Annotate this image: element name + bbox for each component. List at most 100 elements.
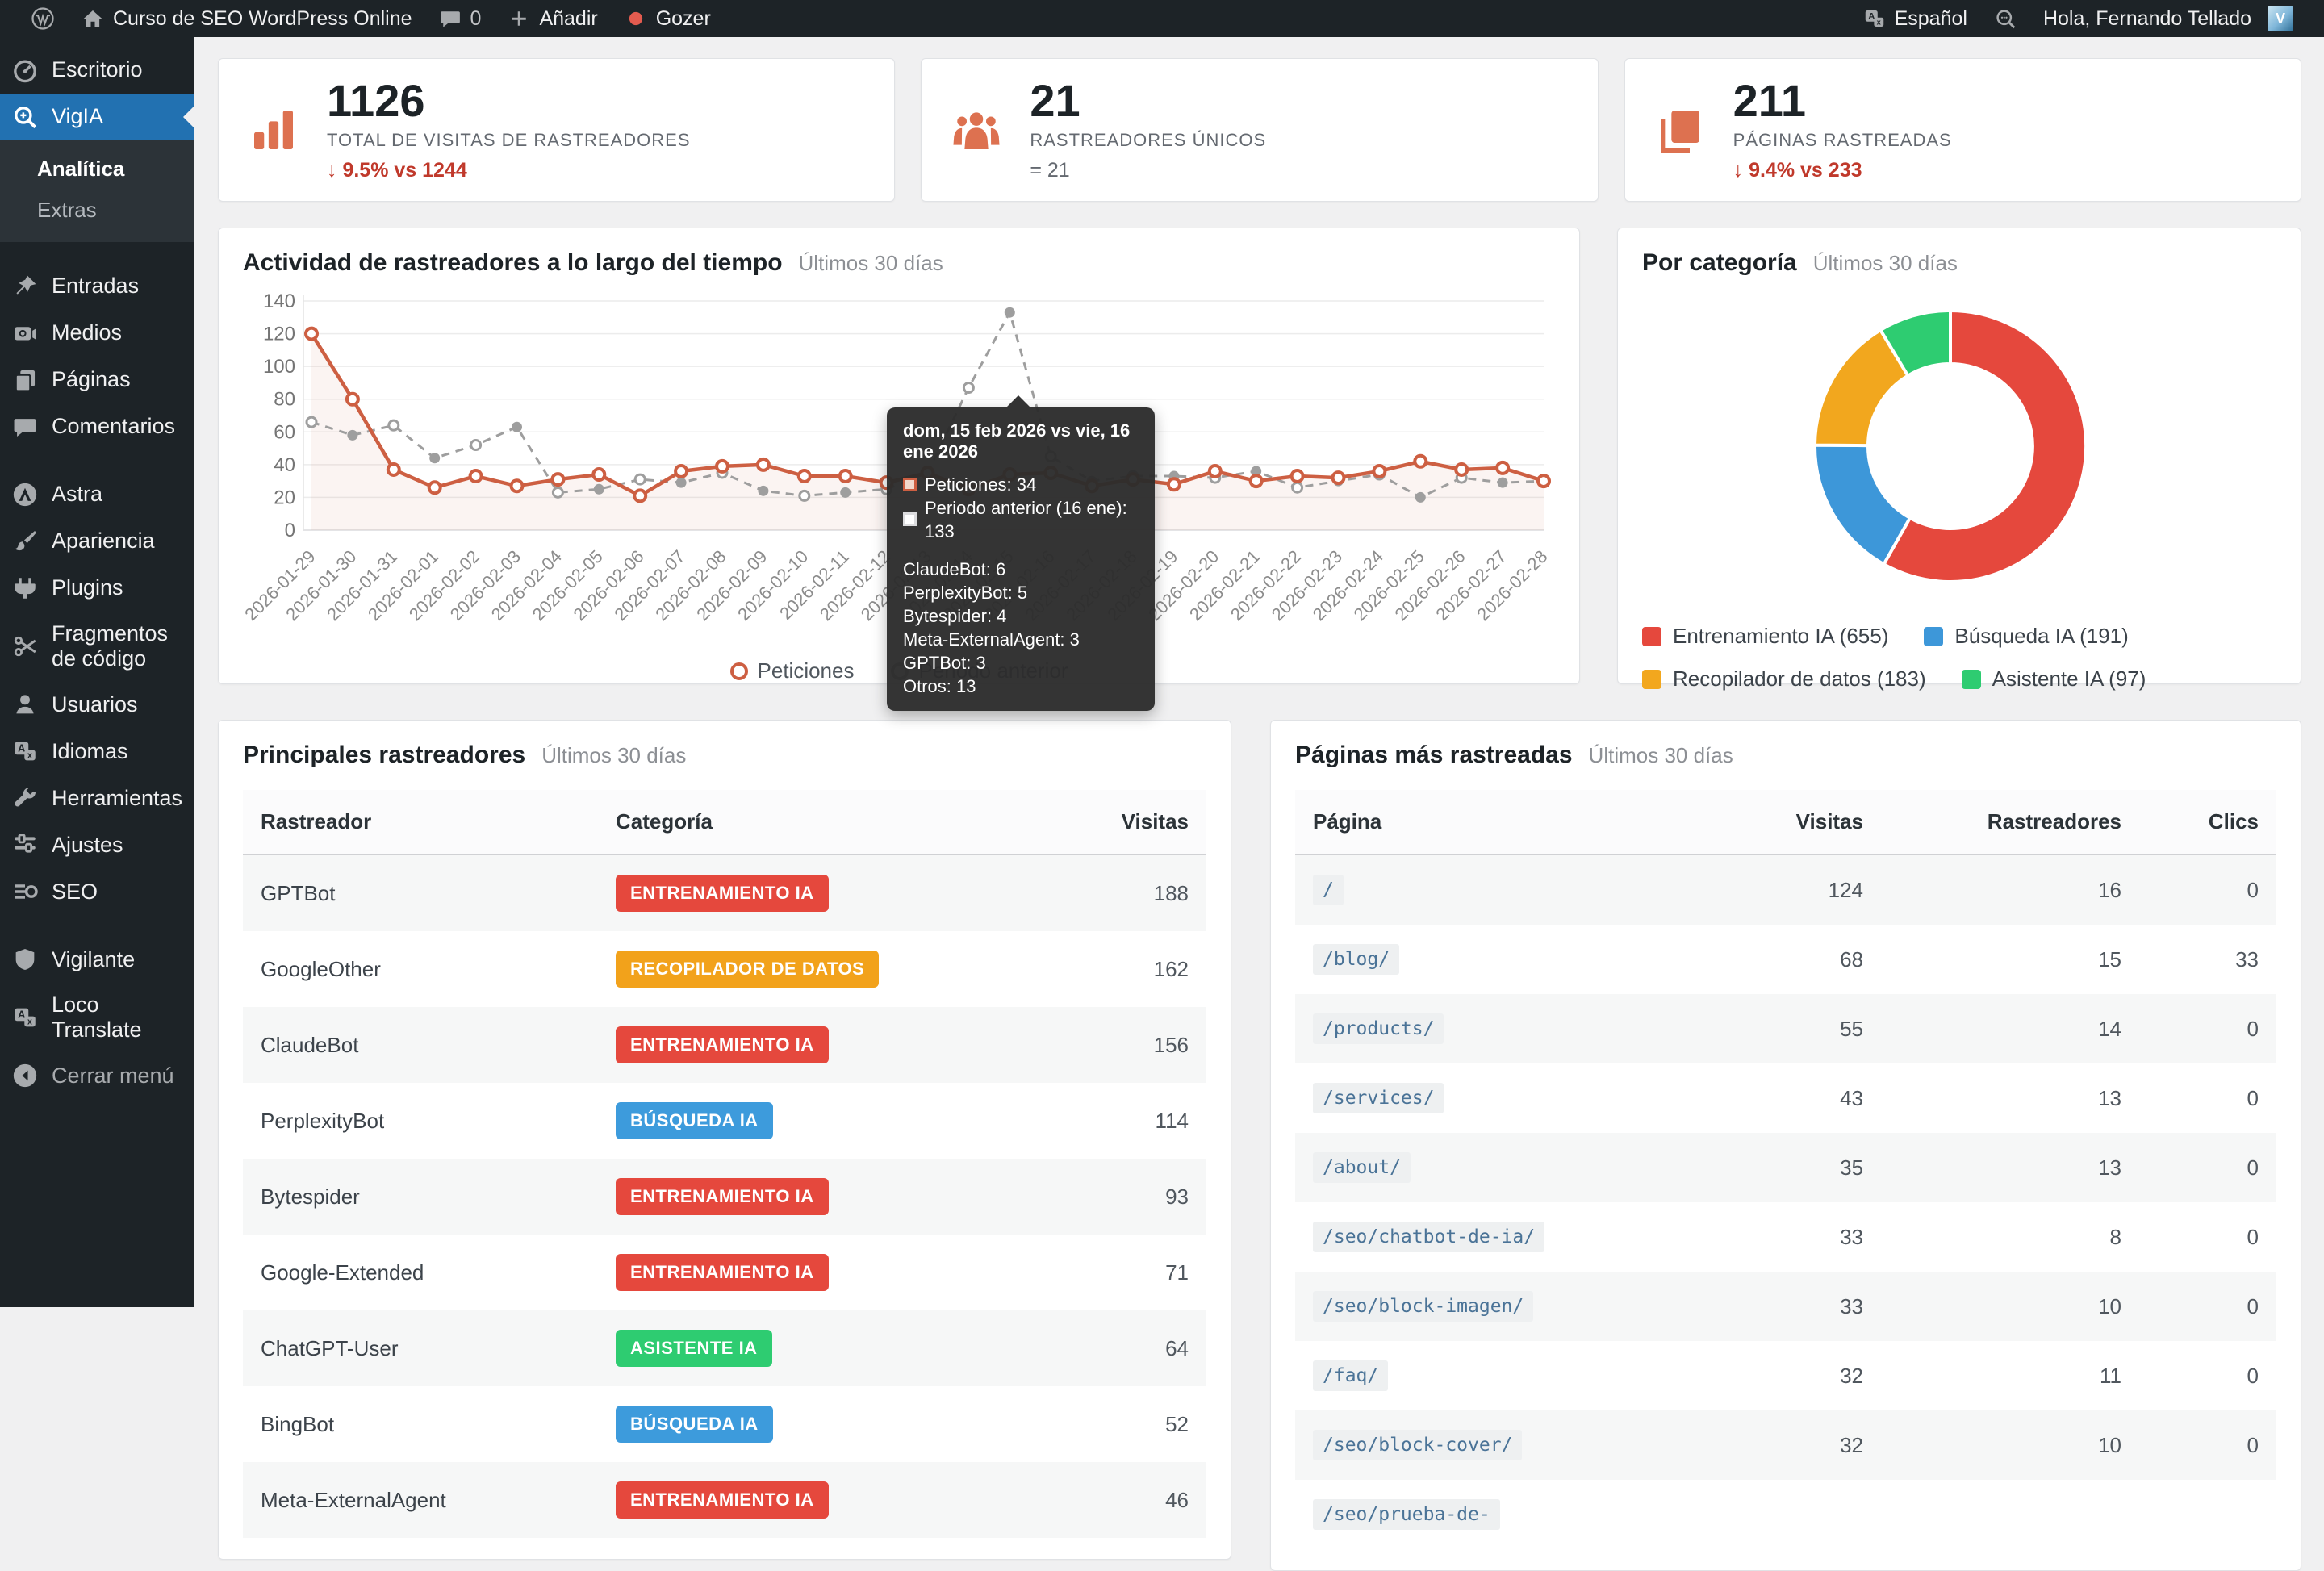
user-icon [11,691,39,718]
admin-bar: Curso de SEO WordPress Online 0 Añadir G… [0,0,2324,37]
category-chart-panel: Por categoría Últimos 30 días Entrenamie… [1617,228,2301,684]
search-button[interactable] [1980,0,2030,37]
bar-chart-icon [248,104,299,156]
donut-legend-item-recopilador-de-datos[interactable]: Recopilador de datos (183) [1642,666,1926,691]
donut-legend-item-b-squeda-ia[interactable]: Búsqueda IA (191) [1924,624,2128,649]
crawler-visits: 93 [1069,1159,1206,1235]
sidebar-item-astra[interactable]: Astra [0,471,194,518]
page-path-link[interactable]: /products/ [1313,1013,1444,1044]
column-header-categoría: Categoría [598,790,1069,854]
sidebar-item-escritorio[interactable]: Escritorio [0,47,194,94]
legend-swatch [730,662,748,680]
svg-text:40: 40 [274,454,295,476]
page-crawlers: 13 [1881,1133,2139,1202]
wordpress-menu-button[interactable] [18,0,68,37]
category-chart-title: Por categoría [1642,249,1797,277]
page-path-link[interactable]: /blog/ [1313,944,1399,975]
crawler-visits: 52 [1069,1386,1206,1462]
category-badge: RECOPILADOR DE DATOS [616,951,879,988]
shield-icon [11,946,39,973]
page-path-link[interactable]: /about/ [1313,1152,1411,1183]
page-path-link[interactable]: /seo/block-imagen/ [1313,1291,1533,1322]
svg-text:60: 60 [274,421,295,443]
pages-stat-icon [1654,104,1706,156]
sidebar-item-label: Páginas [52,367,131,392]
stat-value: 1126 [327,77,691,125]
table-row: GPTBot ENTRENAMIENTO IA 188 [243,854,1206,931]
page-path-link[interactable]: / [1313,875,1344,905]
legend-item-peticiones[interactable]: Peticiones [730,658,855,683]
page-clicks: 0 [2139,1133,2276,1202]
page-visits: 32 [1703,1341,1881,1410]
svg-text:140: 140 [263,290,295,312]
donut-legend-item-entrenamiento-ia[interactable]: Entrenamiento IA (655) [1642,624,1888,649]
activity-chart-title: Actividad de rastreadores a lo largo del… [243,249,783,277]
category-badge: ENTRENAMIENTO IA [616,1178,829,1215]
tooltip-swatch [903,512,917,526]
sidebar-item-vigilante[interactable]: Vigilante [0,936,194,983]
search-plus-icon [11,103,39,131]
page-crawlers: 10 [1881,1410,2139,1480]
sidebar-item-p-ginas[interactable]: Páginas [0,357,194,403]
page-clicks: 0 [2139,1202,2276,1272]
page-visits: 32 [1703,1410,1881,1480]
sidebar-item-seo[interactable]: SEO [0,868,194,915]
stat-value: 21 [1030,77,1266,125]
page-path-link[interactable]: /seo/block-cover/ [1313,1430,1522,1460]
tooltip-series-row: Peticiones: 34 [903,473,1139,496]
table-row: /services/ 43 13 0 [1295,1063,2276,1133]
sidebar-item-entradas[interactable]: Entradas [0,263,194,310]
svg-text:100: 100 [263,356,295,378]
column-header-visitas: Visitas [1703,790,1881,854]
page-crawlers: 13 [1881,1063,2139,1133]
seo-icon [11,878,39,905]
submenu-item-anal-tica[interactable]: Analítica [0,148,194,190]
page-path-link[interactable]: /services/ [1313,1083,1444,1113]
page-visits: 33 [1703,1202,1881,1272]
top-pages-panel: Páginas más rastreadas Últimos 30 días P… [1270,720,2301,1571]
sidebar-item-vigia[interactable]: VigIA [0,94,194,140]
svg-text:A: A [18,1009,25,1021]
sidebar-item-label: Plugins [52,575,123,600]
page-path-link[interactable]: /seo/chatbot-de-ia/ [1313,1222,1544,1252]
sidebar-item-herramientas[interactable]: Herramientas [0,775,194,821]
table-row: /seo/block-cover/ 32 10 0 [1295,1410,2276,1480]
sidebar-item-plugins[interactable]: Plugins [0,565,194,612]
sidebar-item-usuarios[interactable]: Usuarios [0,681,194,728]
comment-icon [11,413,39,441]
crawler-name: GoogleOther [243,931,598,1007]
media-icon [11,320,39,347]
sidebar-item-cerrar-men-[interactable]: Cerrar menú [0,1052,194,1099]
sidebar-item-medios[interactable]: Medios [0,310,194,357]
page-visits [1703,1480,1881,1549]
sidebar-item-fragmentos-de-c-digo[interactable]: Fragmentos de código [0,612,194,681]
sidebar-item-ajustes[interactable]: Ajustes [0,821,194,868]
comments-button[interactable]: 0 [425,0,495,37]
account-button[interactable]: Hola, Fernando Tellado V [2030,0,2306,37]
crawler-visits: 64 [1069,1310,1206,1386]
page-path-link[interactable]: /faq/ [1313,1360,1388,1391]
submenu-item-extras[interactable]: Extras [0,190,194,231]
donut-slice[interactable] [1815,445,1910,565]
sidebar-item-label: Cerrar menú [52,1063,174,1088]
sidebar-item-apariencia[interactable]: Apariencia [0,518,194,565]
menu-separator [0,915,194,936]
site-name-button[interactable]: Curso de SEO WordPress Online [68,0,425,37]
sidebar-item-label: Herramientas [52,786,182,811]
new-content-button[interactable]: Añadir [494,0,610,37]
gozer-button[interactable]: Gozer [611,0,724,37]
donut-legend-item-asistente-ia[interactable]: Asistente IA (97) [1962,666,2146,691]
svg-text:x: x [27,751,32,761]
page-path-link[interactable]: /seo/prueba-de- [1313,1499,1500,1530]
sidebar-item-comentarios[interactable]: Comentarios [0,403,194,450]
page-clicks [2139,1480,2276,1549]
column-header-rastreadores: Rastreadores [1881,790,2139,854]
crawler-name: Meta-ExternalAgent [243,1462,598,1538]
stat-label: PÁGINAS RASTREADAS [1733,130,1952,151]
